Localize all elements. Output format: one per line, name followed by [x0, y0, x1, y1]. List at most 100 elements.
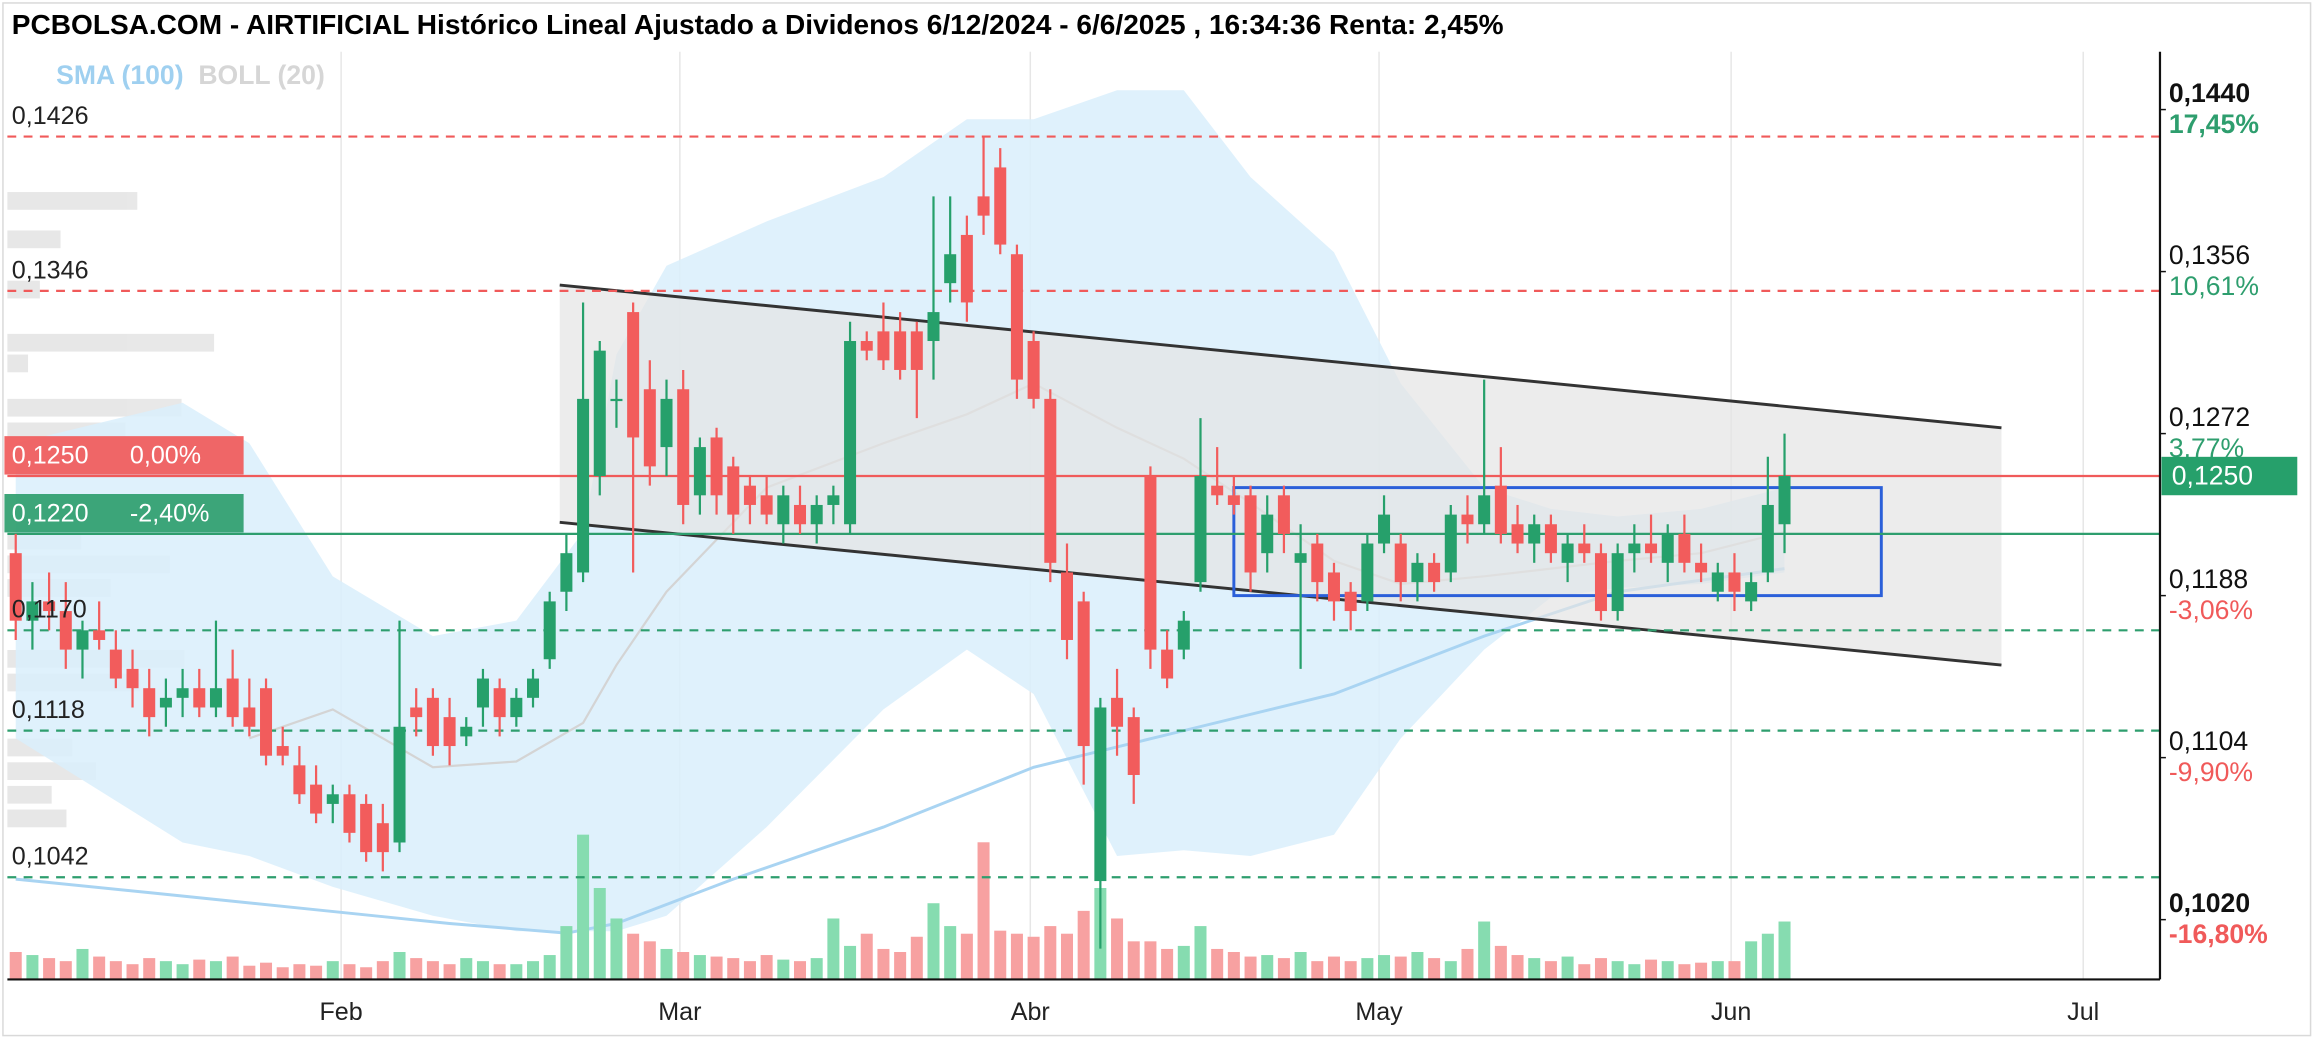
- volume-bar: [226, 956, 239, 980]
- candle-body: [76, 630, 89, 650]
- y-tick-label: 0,1272: [2169, 402, 2250, 432]
- y-tick-pct: -9,90%: [2169, 757, 2253, 787]
- candle-body: [1144, 476, 1157, 650]
- candle-body: [476, 678, 489, 708]
- volume-bar: [693, 955, 706, 980]
- sma-line: [15, 567, 1785, 935]
- volume-bar: [9, 952, 22, 980]
- volume-bar: [1578, 964, 1591, 980]
- y-tick-pct: -3,06%: [2169, 595, 2253, 625]
- candle-body: [1344, 591, 1357, 612]
- volume-bar: [1060, 933, 1074, 980]
- volume-bar: [677, 952, 690, 980]
- volume-bar: [1561, 956, 1574, 980]
- volume-bar: [343, 964, 356, 980]
- last-price-label: 0,1250: [2172, 461, 2253, 491]
- candle-body: [443, 717, 456, 747]
- volume-bar: [994, 930, 1007, 980]
- candle-body: [1778, 476, 1791, 525]
- volume-bar: [627, 933, 640, 980]
- volume-bar: [1594, 958, 1607, 980]
- candle-body: [994, 167, 1007, 245]
- volume-bar: [844, 945, 857, 980]
- legend-entry: BOLL (20): [198, 60, 324, 90]
- volume-bar: [610, 918, 623, 980]
- volume-bar: [910, 936, 923, 980]
- volume-bar: [1327, 956, 1340, 980]
- volume-bar: [376, 961, 389, 980]
- candle-body: [43, 601, 56, 612]
- volume-bar: [727, 958, 740, 980]
- candle-body: [1027, 341, 1040, 399]
- volume-bar: [1745, 941, 1758, 980]
- level-label: 0,1042: [12, 843, 89, 871]
- volume-bar: [326, 961, 339, 980]
- candle-body: [710, 437, 723, 496]
- candle-body: [793, 504, 807, 525]
- volume-bar: [1494, 945, 1507, 980]
- legend-entry: SMA (100): [56, 60, 183, 90]
- volume-bar: [159, 961, 172, 980]
- candle-body: [860, 341, 873, 351]
- volume-bar: [1461, 948, 1474, 980]
- volume-bar: [426, 961, 439, 980]
- candle-body: [410, 707, 423, 718]
- level-label: 0,1220: [12, 499, 89, 527]
- candle-body: [960, 234, 973, 303]
- candle-body: [426, 697, 439, 747]
- volume-bar: [1311, 961, 1324, 980]
- volume-bar: [710, 956, 723, 980]
- candle-body: [1428, 562, 1441, 583]
- volume-bar: [944, 926, 957, 980]
- candle-body: [1361, 543, 1374, 602]
- candle-body: [260, 688, 273, 756]
- candle-body: [1044, 398, 1057, 563]
- candle-body: [977, 196, 990, 216]
- volume-bar: [109, 961, 122, 980]
- volume-bar: [1127, 941, 1140, 980]
- y-tick-label: 0,1188: [2169, 564, 2248, 594]
- volume-bar: [476, 961, 489, 980]
- candle-body: [1461, 514, 1474, 525]
- candle-body: [777, 495, 790, 525]
- volume-bar: [1611, 961, 1624, 980]
- y-tick-label: 0,1356: [2169, 240, 2250, 270]
- volume-bar: [260, 962, 273, 980]
- candle-body: [1528, 524, 1541, 544]
- volume-bar: [743, 961, 756, 980]
- candle-body: [1327, 572, 1340, 602]
- volume-bar: [209, 961, 222, 980]
- candle-body: [894, 331, 907, 370]
- volume-bar: [960, 933, 973, 980]
- candle-body: [1611, 553, 1624, 612]
- candle-body: [743, 485, 756, 505]
- level-pct: -2,40%: [130, 499, 209, 527]
- volume-bar: [1544, 961, 1557, 980]
- candle-body: [1561, 543, 1574, 563]
- candle-body: [727, 466, 740, 515]
- volume-bar: [793, 961, 807, 980]
- volume-bar: [410, 958, 423, 980]
- candle-body: [760, 495, 773, 515]
- volume-bar: [860, 933, 873, 980]
- volume-bar: [1044, 926, 1057, 980]
- candle-body: [1227, 495, 1240, 505]
- candle-body: [1311, 543, 1324, 583]
- volume-bar: [777, 959, 790, 980]
- candle-body: [59, 611, 72, 650]
- candle-body: [9, 553, 22, 621]
- candle-body: [827, 495, 840, 505]
- volume-bar: [1661, 961, 1674, 980]
- candle-body: [1094, 707, 1107, 882]
- candle-body: [209, 688, 222, 708]
- x-tick-label: Jul: [2067, 998, 2099, 1026]
- volume-bar: [760, 955, 773, 980]
- volume-bar: [1645, 959, 1658, 980]
- volume-bar: [927, 903, 940, 980]
- volume-bar: [1778, 921, 1791, 980]
- candle-body: [1594, 553, 1607, 612]
- volume-bar: [26, 955, 39, 980]
- candle-body: [643, 389, 656, 467]
- channel-line: [559, 520, 2002, 667]
